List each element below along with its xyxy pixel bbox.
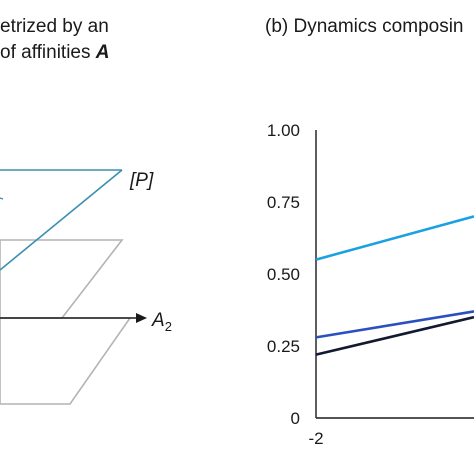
y-tick-label: 1.00 [267,121,300,140]
panel-a-title-line2: of affinities A [0,42,110,63]
label-p: [P] [129,170,154,191]
gray-plane-bottom [0,317,132,405]
panel-a-title-var: A [95,42,110,63]
y-tick-label: 0 [291,409,300,428]
x-tick-label: -2 [308,429,323,448]
axis-a2-base: A [151,310,165,331]
axis-a2-label: A2 [151,310,172,334]
y-tick-label: 0.25 [267,337,300,356]
chart-area: 0 0.25 0.50 0.75 1.00 -2 [267,121,474,448]
panel-a-title-line1: etrized by an [0,16,109,37]
panel-a-title-text: of affinities [0,42,96,63]
gray-plane-middle [0,239,124,319]
y-tick-label: 0.50 [267,265,300,284]
top-plane-short-tick [0,197,4,200]
axis-a2-sub: 2 [165,319,172,334]
panel-a: etrized by an of affinities A A2 [P] [0,16,172,405]
series-line-2 [315,310,474,339]
axis-a2-arrowhead [136,313,147,323]
panel-b: (b) Dynamics composin 0 0.25 0.50 0.75 1.00 -… [265,16,474,448]
y-tick-label: 0.75 [267,193,300,212]
series-line-3 [315,315,474,356]
panel-b-title: (b) Dynamics composin [265,16,464,37]
top-plane-diagonal-edge [0,169,123,271]
series-line-1 [315,215,474,261]
